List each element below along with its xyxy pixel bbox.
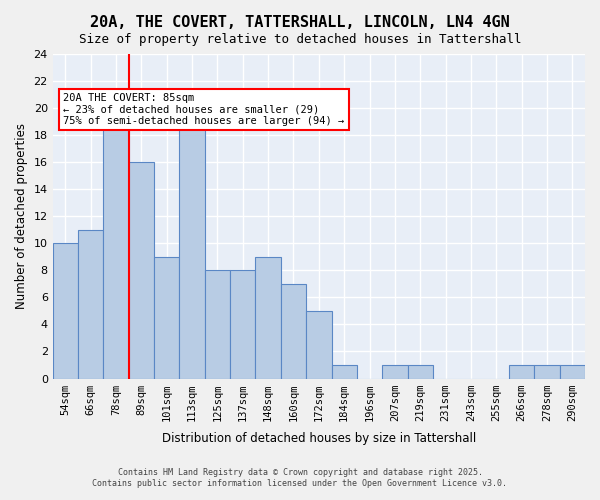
Bar <box>509 365 535 378</box>
Bar <box>256 257 281 378</box>
Bar <box>382 365 407 378</box>
Text: 20A THE COVERT: 85sqm
← 23% of detached houses are smaller (29)
75% of semi-deta: 20A THE COVERT: 85sqm ← 23% of detached … <box>64 93 344 126</box>
Bar <box>306 311 332 378</box>
Bar <box>129 162 154 378</box>
Bar <box>154 257 179 378</box>
Bar <box>103 122 129 378</box>
Y-axis label: Number of detached properties: Number of detached properties <box>15 124 28 310</box>
Bar <box>535 365 560 378</box>
Bar <box>281 284 306 378</box>
Text: 20A, THE COVERT, TATTERSHALL, LINCOLN, LN4 4GN: 20A, THE COVERT, TATTERSHALL, LINCOLN, L… <box>90 15 510 30</box>
Bar <box>560 365 585 378</box>
X-axis label: Distribution of detached houses by size in Tattershall: Distribution of detached houses by size … <box>162 432 476 445</box>
Text: Contains HM Land Registry data © Crown copyright and database right 2025.
Contai: Contains HM Land Registry data © Crown c… <box>92 468 508 487</box>
Bar <box>53 244 78 378</box>
Text: Size of property relative to detached houses in Tattershall: Size of property relative to detached ho… <box>79 32 521 46</box>
Bar <box>78 230 103 378</box>
Bar <box>230 270 256 378</box>
Bar <box>179 122 205 378</box>
Bar <box>205 270 230 378</box>
Bar <box>332 365 357 378</box>
Bar <box>407 365 433 378</box>
